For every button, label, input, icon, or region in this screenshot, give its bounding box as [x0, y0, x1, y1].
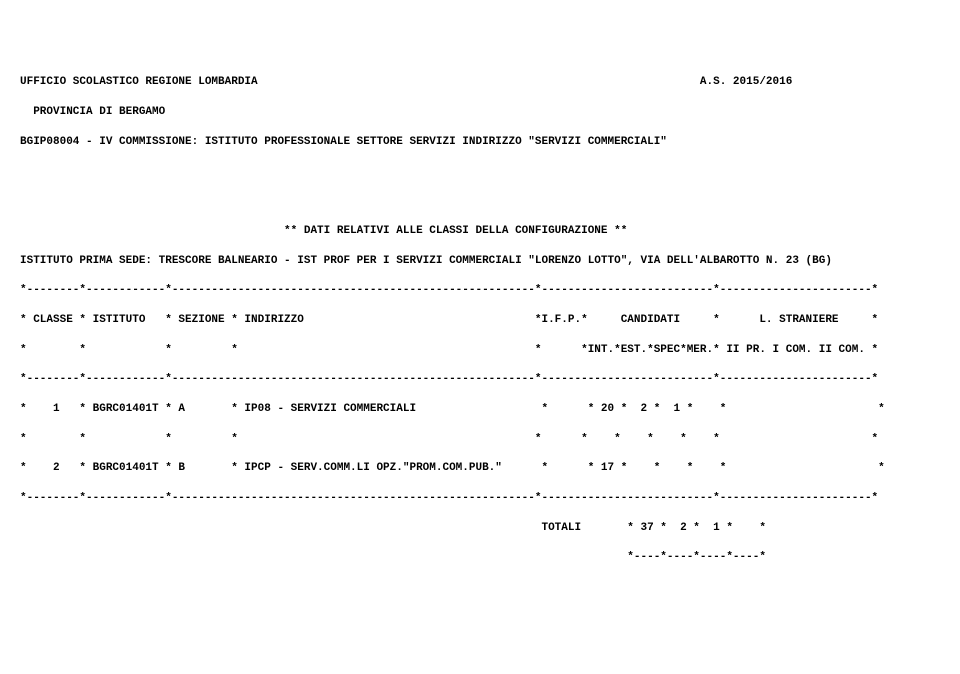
header-line3: BGIP08004 - IV COMMISSIONE: ISTITUTO PRO…	[20, 135, 940, 150]
table-row: * 1 * BGRC01401T * A * IP08 - SERVIZI CO…	[20, 402, 940, 417]
blank-line	[20, 669, 940, 674]
header-line1: UFFICIO SCOLASTICO REGIONE LOMBARDIA A.S…	[20, 75, 940, 90]
table-sep: *--------*------------*-----------------…	[20, 491, 940, 506]
office-name: UFFICIO SCOLASTICO REGIONE LOMBARDIA	[20, 76, 258, 88]
table-totali-sep: *----*----*----*----*	[20, 550, 940, 565]
blank-line	[20, 164, 940, 179]
table-header-2: * * * * * *INT.*EST.*SPEC*MER.* II PR. I…	[20, 343, 940, 358]
blank-line	[20, 639, 940, 654]
table-totali: TOTALI * 37 * 2 * 1 * *	[20, 521, 940, 536]
table-header-1: * CLASSE * ISTITUTO * SEZIONE * INDIRIZZ…	[20, 313, 940, 328]
blank-line	[20, 194, 940, 209]
table-row: * 2 * BGRC01401T * B * IPCP - SERV.COMM.…	[20, 461, 940, 476]
section-title: ** DATI RELATIVI ALLE CLASSI DELLA CONFI…	[20, 224, 940, 239]
table-sep: *--------*------------*-----------------…	[20, 372, 940, 387]
table-sep: *--------*------------*-----------------…	[20, 283, 940, 298]
table-row-sep: * * * * * * * * * * *	[20, 432, 940, 447]
header-line2: PROVINCIA DI BERGAMO	[20, 105, 940, 120]
school-year: A.S. 2015/2016	[700, 76, 792, 88]
istituto-line: ISTITUTO PRIMA SEDE: TRESCORE BALNEARIO …	[20, 254, 940, 269]
blank-line	[20, 580, 940, 595]
blank-line	[20, 610, 940, 625]
